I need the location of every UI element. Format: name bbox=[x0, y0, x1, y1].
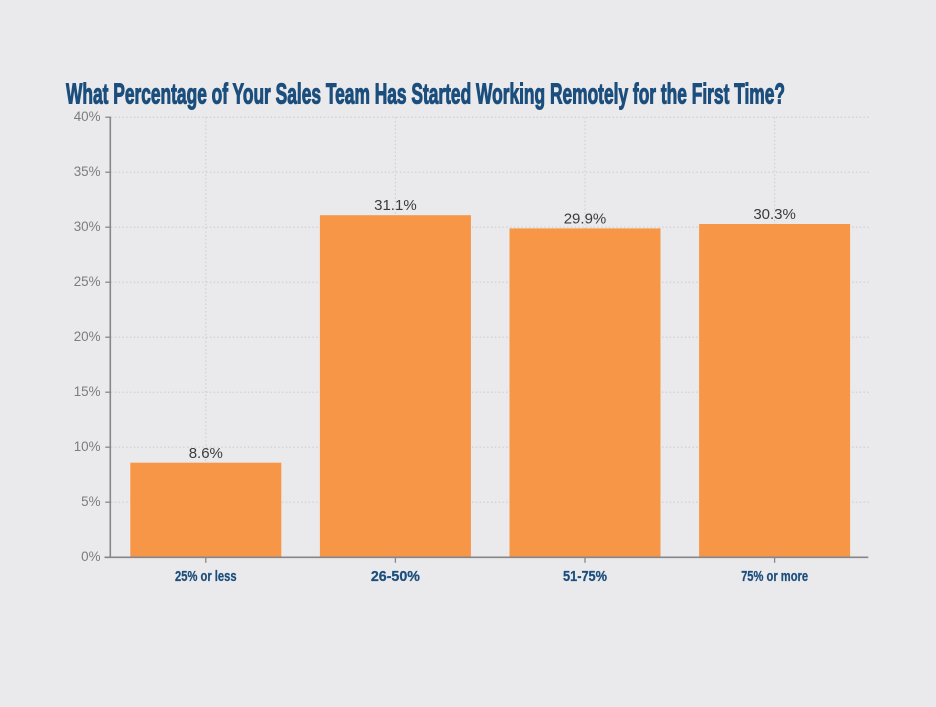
svg-text:30.3%: 30.3% bbox=[753, 206, 796, 223]
svg-text:31.1%: 31.1% bbox=[374, 197, 417, 214]
svg-text:What Percentage of Your Sales: What Percentage of Your Sales Team Has S… bbox=[66, 78, 785, 110]
svg-text:15%: 15% bbox=[74, 384, 101, 399]
svg-text:26-50%: 26-50% bbox=[371, 569, 420, 585]
svg-text:8.6%: 8.6% bbox=[189, 445, 223, 462]
svg-text:20%: 20% bbox=[74, 329, 101, 344]
svg-text:75% or more: 75% or more bbox=[741, 569, 808, 585]
svg-text:25% or less: 25% or less bbox=[175, 569, 237, 585]
svg-text:40%: 40% bbox=[74, 109, 101, 124]
svg-text:51-75%: 51-75% bbox=[563, 569, 607, 585]
svg-text:35%: 35% bbox=[74, 164, 101, 179]
svg-text:29.9%: 29.9% bbox=[564, 210, 607, 227]
svg-text:25%: 25% bbox=[74, 274, 101, 289]
svg-text:30%: 30% bbox=[74, 219, 101, 234]
svg-text:5%: 5% bbox=[81, 494, 100, 509]
svg-text:10%: 10% bbox=[74, 439, 101, 454]
svg-text:0%: 0% bbox=[81, 549, 100, 564]
